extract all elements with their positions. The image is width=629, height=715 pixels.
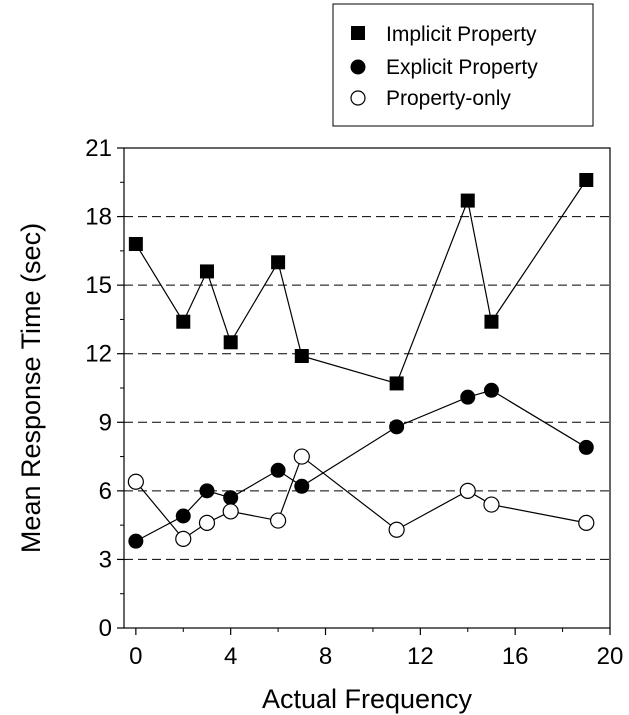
x-axis-title: Actual Frequency: [262, 684, 473, 714]
legend-label-explicit-property: Explicit Property: [386, 56, 538, 79]
point-property-only-9: [578, 514, 595, 531]
gridlines: [124, 216, 610, 560]
point-implicit-property-0: [128, 237, 143, 251]
point-property-only-4: [269, 512, 287, 529]
point-implicit-property-9: [579, 173, 594, 187]
x-tick-label-20: 20: [597, 643, 624, 670]
point-property-only-8: [483, 496, 500, 513]
y-tick-label-9: 9: [99, 409, 112, 436]
point-implicit-property-7: [460, 193, 475, 208]
point-property-only-6: [388, 521, 405, 538]
x-tick-label-0: 0: [129, 643, 142, 670]
legend-box: [332, 3, 594, 127]
y-axis-title: Mean Response Time (sec): [16, 223, 46, 553]
point-property-only-0: [127, 473, 144, 490]
point-explicit-property-4: [270, 462, 286, 478]
x-axis: 0 4 8 12 16 20: [129, 628, 623, 670]
legend: Implicit Property Explicit Property Prop…: [332, 3, 594, 127]
point-property-only-5: [293, 448, 310, 465]
point-implicit-property-8: [484, 314, 499, 329]
y-tick-label-12: 12: [85, 341, 112, 368]
series-line-explicit-property: [135, 389, 587, 542]
legend-marker-property-only: [350, 90, 366, 106]
point-explicit-property-6: [389, 419, 405, 435]
legend-label-implicit-property: Implicit Property: [386, 23, 537, 46]
y-tick-label-6: 6: [99, 478, 112, 505]
point-property-only-3: [222, 503, 239, 520]
y-axis: 0 3 6 9 12 15 18 21: [85, 135, 124, 642]
series-layer: [127, 173, 595, 549]
x-tick-label-4: 4: [224, 643, 237, 670]
x-tick-label-12: 12: [407, 643, 434, 670]
point-explicit-property-5: [294, 478, 310, 494]
point-explicit-property-7: [460, 389, 476, 405]
point-explicit-property-3: [223, 490, 239, 506]
point-implicit-property-4: [271, 255, 286, 270]
point-explicit-property-0: [128, 533, 144, 549]
x-tick-label-8: 8: [319, 643, 332, 670]
point-property-only-1: [175, 530, 192, 547]
point-implicit-property-1: [176, 314, 191, 329]
plot-frame: [123, 147, 611, 629]
point-explicit-property-1: [175, 508, 191, 524]
y-tick-label-18: 18: [85, 204, 112, 231]
legend-marker-implicit-property: [351, 26, 365, 40]
point-implicit-property-2: [199, 264, 214, 279]
y-tick-label-0: 0: [99, 615, 112, 642]
point-property-only-7: [459, 482, 476, 499]
point-property-only-2: [198, 514, 216, 531]
point-explicit-property-9: [578, 439, 594, 455]
point-implicit-property-6: [389, 376, 404, 391]
point-explicit-property-2: [199, 483, 215, 499]
x-tick-label-16: 16: [502, 643, 529, 670]
y-tick-label-21: 21: [85, 135, 112, 162]
legend-label-property-only: Property-only: [386, 87, 511, 110]
y-tick-label-15: 15: [85, 272, 112, 299]
series-line-implicit-property: [135, 179, 587, 385]
point-explicit-property-8: [483, 382, 499, 398]
point-implicit-property-3: [223, 335, 238, 350]
point-implicit-property-5: [294, 349, 309, 363]
series-line-property-only: [135, 455, 587, 540]
legend-marker-explicit-property: [350, 59, 366, 75]
y-tick-label-3: 3: [99, 546, 112, 573]
